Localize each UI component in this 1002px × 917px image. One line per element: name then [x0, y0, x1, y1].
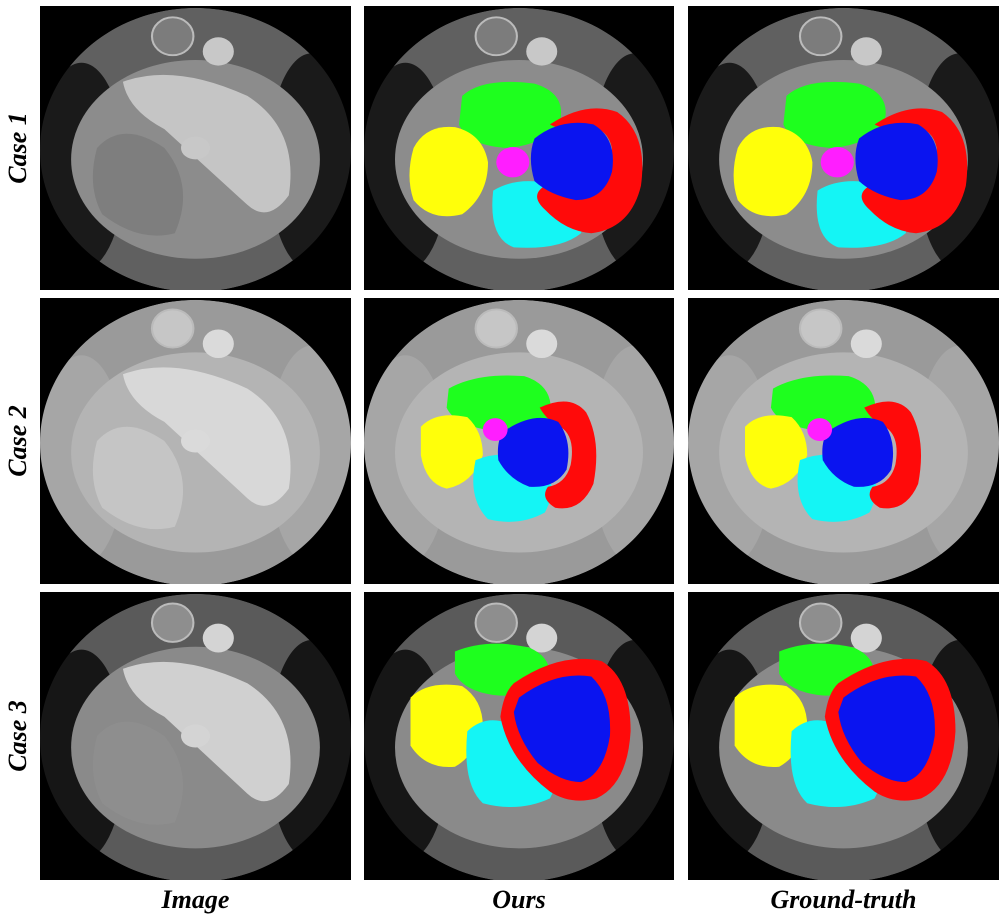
left-atrium-segment [783, 81, 886, 148]
vessel [474, 16, 518, 57]
background-mask [40, 298, 351, 584]
myocardium-segment [537, 108, 643, 234]
left-ventricle-segment [513, 675, 611, 783]
aorta-segment [820, 147, 854, 178]
left-atrium-segment [446, 375, 551, 432]
contrast-chamber [180, 136, 211, 160]
vessel [202, 329, 234, 359]
background-mask [688, 298, 999, 584]
right-ventricle-segment [409, 126, 488, 217]
vessel [202, 37, 234, 66]
panel-case-2-ground-truth [688, 298, 999, 584]
vessel [474, 308, 518, 349]
row-label-case-1: Case 1 [3, 112, 32, 184]
vessel [150, 602, 195, 643]
right-ventricle-segment [734, 684, 808, 768]
contrast-chamber [180, 429, 211, 453]
left-ventricle-segment [855, 122, 938, 201]
vessel [850, 329, 882, 359]
background-mask [40, 6, 351, 290]
background-mask [688, 6, 999, 290]
left-ventricle-segment [838, 675, 935, 783]
left-ventricle-segment [822, 417, 894, 487]
panel-case-3-ours [364, 592, 674, 880]
vessel [526, 623, 558, 653]
vessel [798, 16, 843, 57]
vessel [798, 308, 843, 349]
background-mask [40, 592, 351, 880]
myocardium-segment [539, 401, 597, 509]
myocardium-segment [864, 401, 922, 509]
background-mask [364, 298, 674, 584]
row-label-case-3: Case 3 [3, 700, 32, 772]
vessel [798, 602, 843, 643]
vessel [526, 329, 558, 359]
vessel [150, 16, 195, 57]
aorta-segment [496, 147, 530, 178]
panel-case-1-ground-truth [688, 6, 999, 290]
column-label-ground-truth: Ground-truth [770, 885, 917, 914]
row-label-case-2: Case 2 [3, 405, 32, 477]
right-ventricle-segment [733, 126, 813, 217]
panel-case-1-image [40, 6, 351, 290]
panel-case-3-ground-truth [688, 592, 999, 880]
vessel [150, 308, 195, 349]
left-atrium-segment [459, 81, 562, 148]
panel-case-2-ours [364, 298, 674, 584]
left-ventricle-segment [530, 122, 613, 201]
soft-tissue [92, 426, 184, 530]
left-atrium-segment [770, 375, 876, 432]
contrast-chamber [180, 724, 211, 748]
soft-tissue [92, 133, 184, 236]
vessel [850, 37, 882, 66]
vessel [474, 602, 518, 643]
vessel [850, 623, 882, 653]
column-label-ours: Ours [492, 885, 546, 914]
column-label-image: Image [161, 885, 230, 914]
soft-tissue [92, 721, 184, 825]
background-mask [364, 592, 674, 880]
background-mask [688, 592, 999, 880]
right-ventricle-segment [410, 684, 483, 768]
panel-case-3-image [40, 592, 351, 880]
panel-case-1-ours [364, 6, 674, 290]
right-ventricle-segment [420, 415, 483, 489]
myocardium-segment [861, 108, 968, 234]
vessel [526, 37, 558, 66]
vessel [202, 623, 234, 653]
left-ventricle-segment [497, 417, 569, 487]
background-mask [364, 6, 674, 290]
aorta-segment [807, 418, 833, 441]
panel-case-2-image [40, 298, 351, 584]
right-ventricle-segment [745, 415, 808, 489]
aorta-segment [482, 418, 508, 441]
